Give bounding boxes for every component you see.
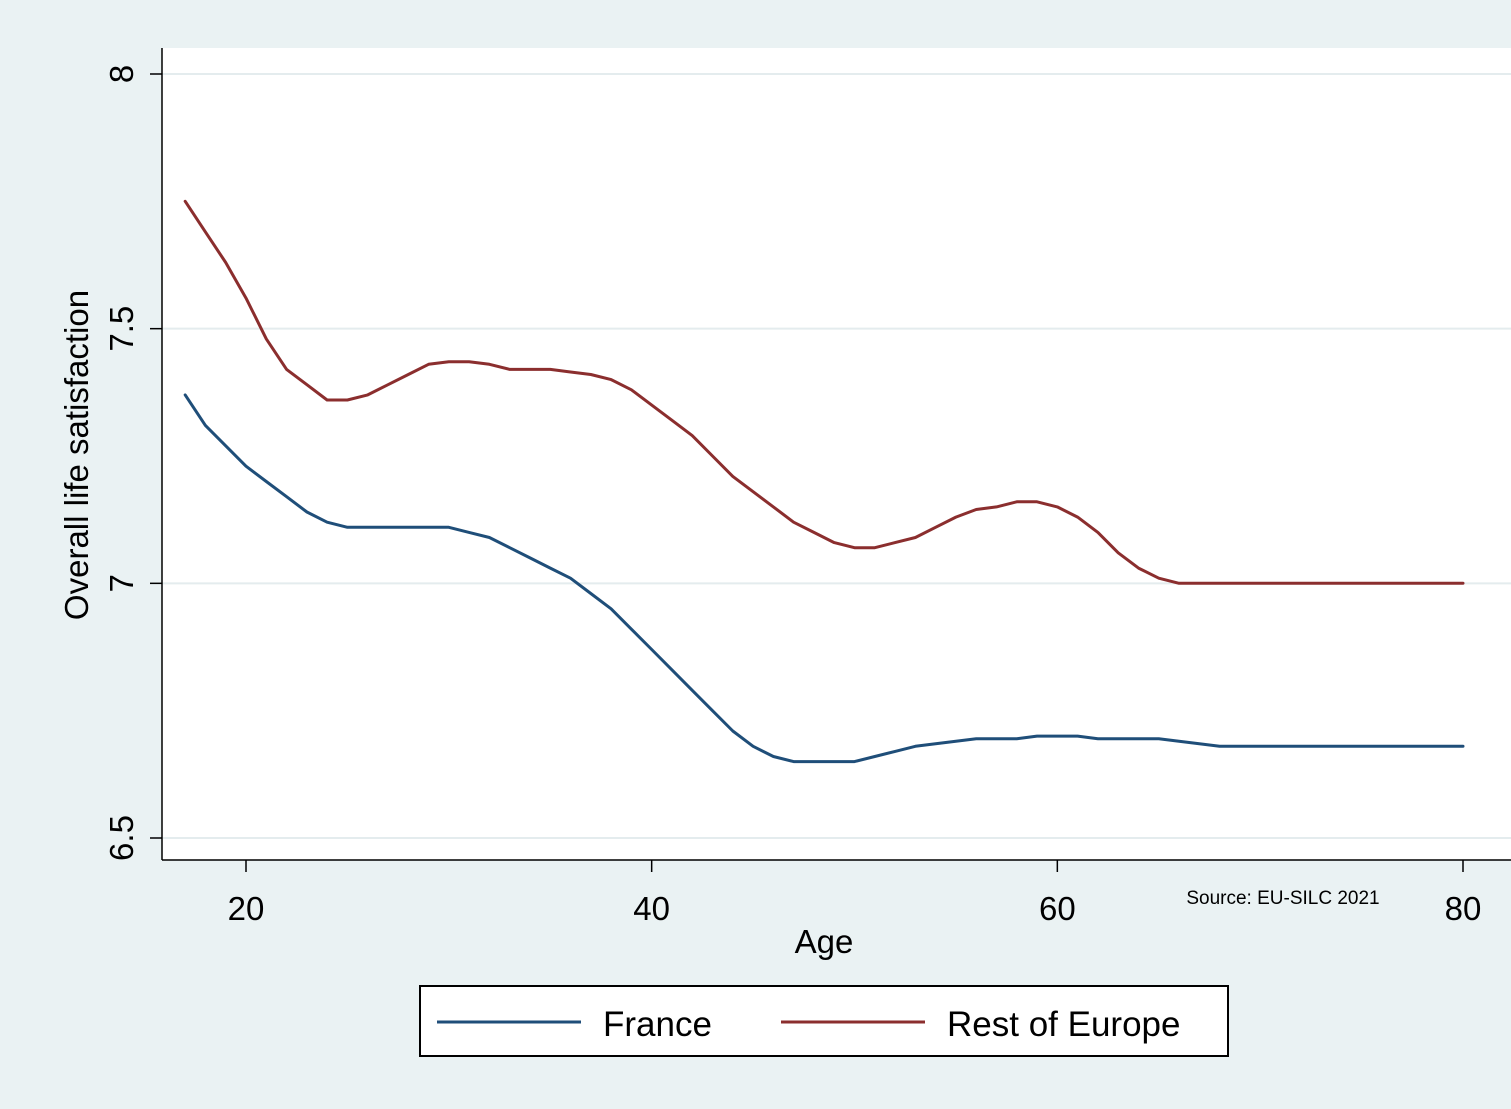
legend-label-france: France — [603, 1005, 712, 1044]
plot-area — [162, 48, 1511, 860]
series-line-rest-of-europe — [183, 199, 1465, 585]
gridlines — [162, 73, 1511, 839]
series-layer — [183, 199, 1465, 764]
x-axis-label: Age — [795, 923, 854, 960]
series-line-france — [183, 393, 1465, 764]
legend-label-rest-of-europe: Rest of Europe — [947, 1005, 1180, 1044]
source-note: Source: EU-SILC 2021 — [1186, 888, 1379, 909]
y-axis-label: Overall life satisfaction — [58, 290, 95, 620]
legend: France Rest of Europe — [419, 985, 1229, 1057]
x-tick-label: 20 — [228, 890, 265, 927]
axes: 6.5 7 7.5 8 20 40 60 80 — [103, 48, 1511, 927]
x-tick-label: 40 — [633, 890, 670, 927]
y-tick-label: 7.5 — [103, 306, 140, 352]
y-tick-label: 8 — [103, 65, 140, 83]
y-tick-label: 6.5 — [103, 815, 140, 861]
y-tick-label: 7 — [103, 574, 140, 592]
x-tick-label: 60 — [1039, 890, 1076, 927]
x-tick-label: 80 — [1445, 890, 1482, 927]
